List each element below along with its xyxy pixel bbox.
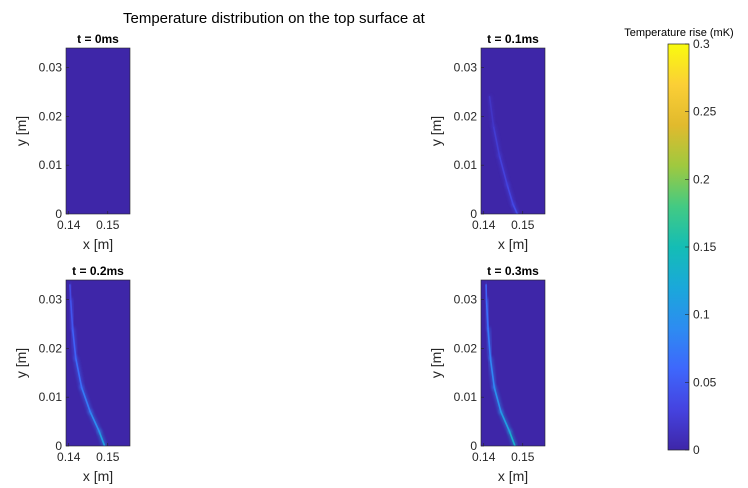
front-segment (493, 386, 502, 413)
y-tick-label: 0 (55, 207, 62, 221)
y-tick-label: 0.01 (39, 158, 63, 172)
front-segment (489, 357, 496, 389)
front-segment (69, 284, 72, 301)
front-segment (508, 430, 516, 446)
colorbar-tick-label: 0.3 (693, 37, 710, 51)
front-segment (71, 328, 77, 359)
colorbar-ticks: 0 0.05 0.1 0.15 0.2 0.25 0.3 (685, 37, 717, 457)
y-tick-label: 0 (55, 439, 62, 453)
panel-title: t = 0.1ms (487, 32, 539, 46)
axes-frame (480, 47, 546, 215)
colorbar-tick-label: 0.1 (693, 308, 710, 322)
panel-title: t = 0ms (77, 32, 119, 46)
figure-title: Temperature distribution on the top surf… (123, 10, 426, 27)
front-segment (492, 125, 501, 157)
y-tick-label: 0 (470, 439, 477, 453)
y-axis-label: y [m] (428, 116, 444, 146)
y-tick-label: 0.03 (454, 61, 478, 75)
x-axis-label: x [m] (498, 236, 528, 252)
heatmap-front (487, 94, 520, 214)
front-segment (498, 154, 508, 186)
x-axis-label: x [m] (83, 468, 113, 484)
front-segment (89, 411, 100, 433)
x-axis-label: x [m] (498, 468, 528, 484)
x-tick-label: 0.14 (472, 450, 496, 464)
y-tick-label: 0 (470, 207, 477, 221)
x-tick-label: 0.14 (57, 218, 81, 232)
colorbar-tick-label: 0.2 (693, 172, 710, 186)
y-tick-label: 0.03 (39, 293, 63, 307)
x-tick-label: 0.14 (472, 218, 496, 232)
front-segment (485, 298, 489, 330)
front-segment (500, 411, 511, 433)
y-tick-label: 0.02 (39, 109, 63, 123)
heatmap-panel: t = 0ms 0 0.01 0.02 0.03 0.14 0.15 x [m] y [m] (13, 32, 131, 252)
front-segment (98, 430, 106, 446)
front-segment (74, 357, 83, 389)
y-axis-label: y [m] (428, 348, 444, 378)
axes-frame (480, 279, 546, 447)
y-axis-label: y [m] (13, 116, 29, 146)
y-tick-label: 0.01 (454, 390, 478, 404)
heatmap-background (481, 48, 545, 214)
colorbar-label: Temperature rise (mK) (624, 27, 733, 39)
heatmap-panel: t = 0.1ms 0 0.01 0.02 0.03 0.14 0.15 x [m] y [m] (428, 32, 546, 252)
y-tick-label: 0.03 (454, 293, 478, 307)
colorbar-tick-label: 0 (693, 443, 700, 457)
x-tick-label: 0.15 (96, 450, 120, 464)
x-tick-label: 0.15 (96, 218, 120, 232)
colorbar: Temperature rise (mK) 0 0.05 0.1 0.15 0.2 0.2… (624, 27, 733, 457)
y-tick-label: 0.01 (39, 390, 63, 404)
y-tick-label: 0.03 (39, 61, 63, 75)
y-tick-label: 0.02 (454, 109, 478, 123)
x-axis-label: x [m] (83, 236, 113, 252)
front-segment (80, 386, 91, 413)
heatmap-background (66, 48, 130, 214)
colorbar-tick-label: 0.05 (693, 375, 717, 389)
colorbar-tick-label: 0.25 (693, 105, 717, 119)
heatmap-front (67, 282, 107, 446)
x-tick-label: 0.15 (511, 450, 535, 464)
y-tick-label: 0.02 (454, 341, 478, 355)
front-segment (488, 96, 495, 127)
axes-frame (65, 279, 131, 447)
y-tick-label: 0.01 (454, 158, 478, 172)
heatmap-panel: t = 0.2ms 0 0.01 0.02 0.03 0.14 0.15 x [m] y [m] (13, 264, 131, 484)
x-tick-label: 0.15 (511, 218, 535, 232)
y-tick-label: 0.02 (39, 341, 63, 355)
heatmap-front (484, 282, 517, 446)
panel-title: t = 0.2ms (72, 264, 124, 278)
front-segment (69, 298, 74, 330)
heatmap-panel: t = 0.3ms 0 0.01 0.02 0.03 0.14 0.15 x [m] y [m] (428, 264, 546, 484)
y-axis-label: y [m] (13, 348, 29, 378)
front-segment (487, 328, 492, 359)
colorbar-tick-label: 0.15 (693, 240, 717, 254)
axes-frame (65, 47, 131, 215)
front-segment (506, 183, 514, 206)
x-tick-label: 0.14 (57, 450, 81, 464)
panel-title: t = 0.3ms (487, 264, 539, 278)
